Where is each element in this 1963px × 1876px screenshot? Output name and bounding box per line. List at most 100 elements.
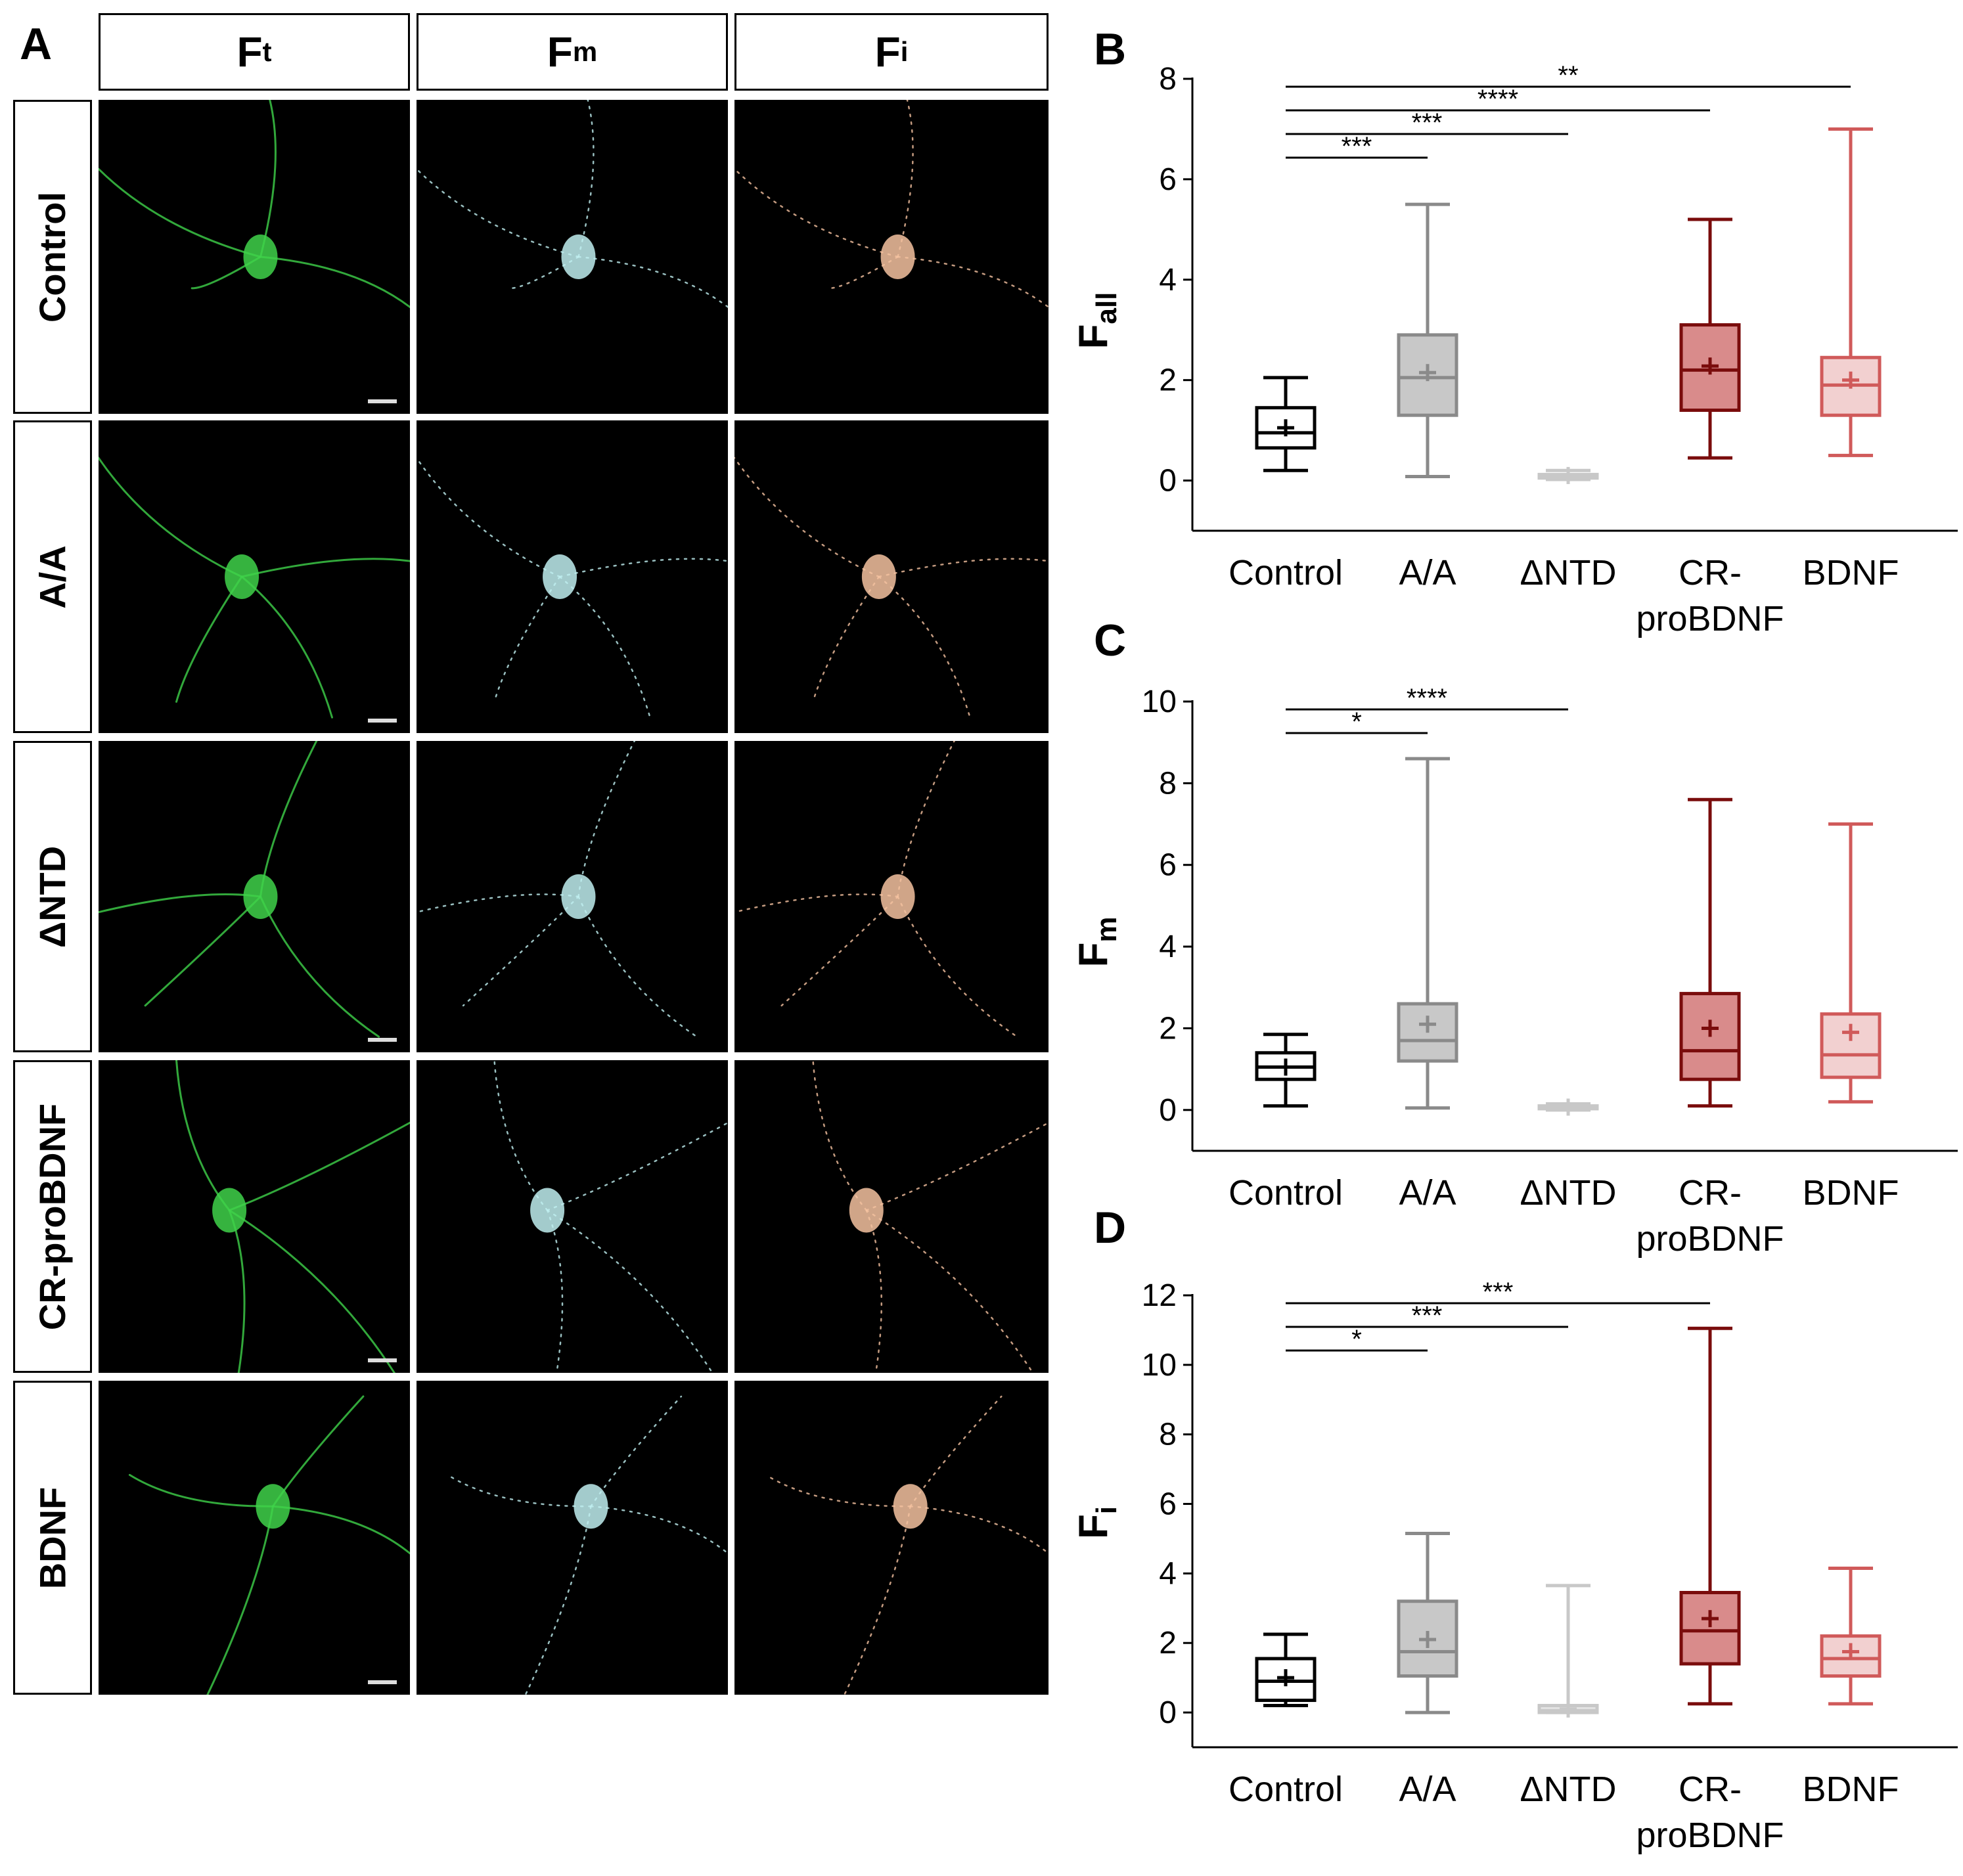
y-tick-label: 0 [1159, 1093, 1177, 1128]
x-tick-label: ΔNTD [1520, 1770, 1616, 1809]
box-5 [1820, 1566, 1882, 1706]
dendrite [897, 256, 1049, 308]
dendrite [828, 256, 899, 290]
column-header-fi-sub: i [900, 36, 909, 67]
micrograph-r4-c3 [734, 1060, 1049, 1373]
micrograph-r3-c3 [734, 741, 1049, 1052]
dendrite [259, 256, 410, 308]
box-1 [1255, 376, 1317, 472]
soma [849, 1188, 884, 1233]
dendrite [99, 457, 243, 578]
micrograph-r2-c3 [734, 420, 1049, 733]
panel-label-b: B [1094, 24, 1126, 74]
micrograph-r3-c2 [417, 741, 728, 1052]
x-tick-label: proBDNF [1636, 1816, 1784, 1855]
box-1 [1255, 1033, 1317, 1108]
row-header-crprobdnf: CR-proBDNF [13, 1060, 92, 1373]
dendrite [508, 256, 579, 290]
box-5 [1820, 127, 1882, 457]
y-tick-label: 6 [1159, 1487, 1177, 1522]
dendrite [590, 1505, 728, 1555]
dendrite [271, 1505, 410, 1555]
neuron-image [99, 741, 380, 1038]
dendrite [228, 1209, 246, 1373]
dendrite [259, 895, 380, 1038]
box-2 [1397, 1532, 1458, 1714]
dendrite [734, 168, 899, 258]
dendrite [240, 575, 333, 719]
y-axis-label-sub: m [1091, 917, 1123, 943]
dendrite [128, 1473, 274, 1508]
dendrite [546, 1209, 713, 1373]
y-axis-label-base: F [1071, 943, 1116, 968]
x-tick-label: Control [1229, 1770, 1343, 1809]
dendrite [417, 893, 579, 913]
neuron-image [812, 1060, 1049, 1373]
soma [225, 554, 259, 599]
dendrite [228, 1121, 410, 1211]
x-tick-label: BDNF [1803, 1770, 1899, 1809]
y-tick-label: 4 [1159, 1556, 1177, 1591]
soma [543, 554, 577, 599]
dendrite [546, 1121, 728, 1211]
row-label-bdnf: BDNF [32, 1486, 74, 1589]
significance-stars: *** [1412, 1301, 1443, 1330]
neuron-image [175, 1060, 410, 1373]
neuron-image [417, 741, 698, 1038]
dendrite [577, 741, 636, 898]
micrograph-r4-c2 [417, 1060, 728, 1373]
box-4 [1679, 797, 1741, 1108]
dendrite [865, 1209, 1034, 1373]
dendrite [558, 558, 728, 578]
scale-bar [368, 1038, 397, 1042]
dendrite [865, 1209, 883, 1373]
micrograph-r2-c2 [417, 420, 728, 733]
neuron-image [447, 1395, 728, 1695]
y-axis-label-base: F [1071, 1514, 1116, 1539]
dendrite [206, 1505, 274, 1695]
y-tick-label: 4 [1159, 263, 1177, 298]
box-4 [1679, 1326, 1741, 1706]
micrograph-r1-c1 [99, 100, 410, 414]
box-3 [1537, 466, 1599, 484]
micrograph-r2-c1 [99, 420, 410, 733]
dendrite [175, 1060, 231, 1211]
neuron-image [765, 1395, 1049, 1695]
scale-bar [368, 399, 397, 403]
soma [574, 1484, 608, 1529]
column-header-fm-base: F [547, 28, 573, 76]
x-tick-label: BDNF [1803, 553, 1899, 592]
dendrite [577, 895, 698, 1038]
neuron-image [493, 1060, 728, 1373]
dendrite [780, 895, 899, 1007]
significance-stars: ** [1558, 61, 1578, 90]
dendrite [99, 168, 261, 258]
neuron-image [417, 100, 728, 308]
micrograph-r3-c1 [99, 741, 410, 1052]
dendrite [417, 457, 561, 578]
soma [880, 234, 915, 279]
dendrite [734, 893, 899, 913]
dendrite [447, 1474, 592, 1508]
dendrite [878, 575, 971, 719]
micrograph-r1-c3 [734, 100, 1049, 414]
soma [561, 874, 596, 919]
column-header-ft-sub: t [262, 36, 272, 67]
micrograph-r5-c1 [99, 1381, 410, 1695]
neuron-image [417, 457, 728, 719]
significance-stars: **** [1478, 85, 1518, 114]
dendrite [844, 1505, 911, 1695]
iqr-box [1255, 406, 1317, 450]
iqr-box [1679, 1590, 1741, 1666]
dendrite [765, 1474, 911, 1508]
box-4 [1679, 217, 1741, 460]
y-axis-label-sub: all [1091, 292, 1123, 324]
neuron-image [128, 1395, 410, 1695]
scale-bar [368, 719, 397, 723]
dendrite [558, 575, 651, 719]
y-tick-label: 6 [1159, 848, 1177, 883]
